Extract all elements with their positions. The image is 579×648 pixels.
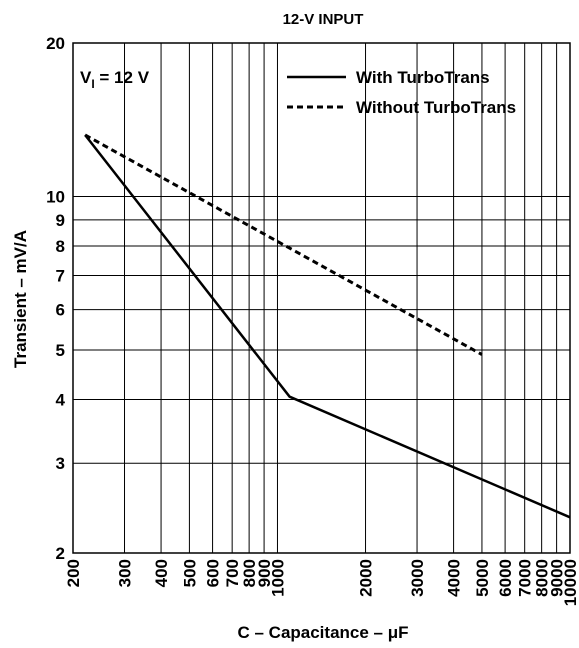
series-line <box>84 133 483 356</box>
y-axis-label: Transient – mV/A <box>11 230 30 368</box>
x-tick-label: 800 <box>240 559 259 587</box>
y-tick-label: 2 <box>56 544 65 563</box>
plot-lines <box>84 133 571 519</box>
chart-title: 12-V INPUT <box>283 11 364 28</box>
legend: With TurboTrans Without TurboTrans <box>287 68 516 117</box>
x-tick-label: 600 <box>204 559 223 587</box>
y-tick-label: 5 <box>56 341 65 360</box>
annotation-subscript: I <box>91 77 94 91</box>
annotation-rest: = 12 V <box>95 68 150 87</box>
plot-frame <box>72 42 571 554</box>
x-tick-label: 8000 <box>533 559 552 597</box>
x-tick-label: 400 <box>152 559 171 587</box>
y-tick-label: 6 <box>56 301 65 320</box>
y-tick-label: 10 <box>46 188 65 207</box>
x-tick-label: 6000 <box>496 559 515 597</box>
series-line <box>84 134 571 519</box>
x-tick-label: 10000 <box>561 559 579 606</box>
x-tick-label: 700 <box>223 559 242 587</box>
y-tick-label: 9 <box>56 211 65 230</box>
y-tick-labels: 2 3 4 5 6 7 8 9 10 20 <box>46 34 65 563</box>
x-tick-label: 9000 <box>548 559 567 597</box>
x-tick-label: 3000 <box>408 559 427 597</box>
x-axis-label: C – Capacitance – μF <box>237 623 408 642</box>
y-tick-label: 4 <box>56 390 66 409</box>
x-tick-label: 7000 <box>516 559 535 597</box>
legend-label: Without TurboTrans <box>356 98 516 117</box>
x-tick-label: 200 <box>64 559 83 587</box>
y-tick-label: 20 <box>46 34 65 53</box>
x-tick-label: 2000 <box>357 559 376 597</box>
grid <box>72 42 571 554</box>
y-tick-label: 7 <box>56 267 65 286</box>
x-tick-label: 4000 <box>445 559 464 597</box>
y-tick-label: 3 <box>56 454 65 473</box>
x-tick-label: 900 <box>255 559 274 587</box>
x-tick-label: 300 <box>116 559 135 587</box>
x-tick-label: 1000 <box>268 559 287 597</box>
annotation-main: V <box>80 68 92 87</box>
x-tick-label: 5000 <box>473 559 492 597</box>
input-voltage-annotation: VI = 12 V <box>80 68 150 91</box>
legend-label: With TurboTrans <box>356 68 490 87</box>
y-tick-label: 8 <box>56 237 65 256</box>
x-tick-label: 500 <box>180 559 199 587</box>
